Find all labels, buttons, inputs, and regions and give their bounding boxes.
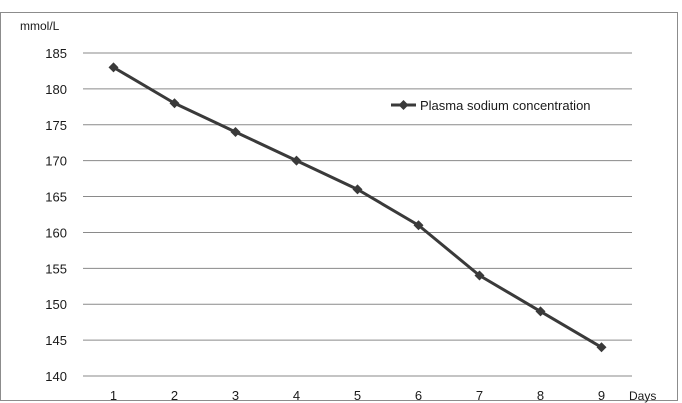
y-tick-label: 180 <box>45 82 67 97</box>
x-tick-label: 4 <box>293 388 300 403</box>
legend-diamond-marker <box>398 100 409 110</box>
y-tick-label: 155 <box>45 261 67 276</box>
data-point-day-6 <box>413 220 424 231</box>
y-tick-label: 140 <box>45 369 67 384</box>
data-point-day-1 <box>108 62 119 73</box>
data-point-day-2 <box>169 98 180 109</box>
y-axis-title: mmol/L <box>20 19 60 33</box>
data-point-day-8 <box>535 306 546 317</box>
data-point-day-7 <box>474 270 485 281</box>
y-tick-label: 160 <box>45 225 67 240</box>
data-point-day-5 <box>352 184 363 195</box>
x-tick-label: 9 <box>598 388 605 403</box>
y-tick-label: 150 <box>45 297 67 312</box>
gridlines <box>83 52 632 341</box>
series-plasma-sodium <box>108 62 607 353</box>
y-tick-label: 145 <box>45 333 67 348</box>
data-point-day-4 <box>291 155 302 166</box>
legend: Plasma sodium concentration <box>391 98 591 113</box>
x-tick-label: 1 <box>110 388 117 403</box>
x-tick-label: 8 <box>537 388 544 403</box>
x-tick-label: 5 <box>354 388 361 403</box>
y-tick-label: 175 <box>45 118 67 133</box>
y-tick-label: 170 <box>45 154 67 169</box>
y-tick-label: 185 <box>45 46 67 61</box>
x-tick-label: 2 <box>171 388 178 403</box>
x-tick-label: 3 <box>232 388 239 403</box>
x-tick-label: 6 <box>415 388 422 403</box>
data-point-day-9 <box>596 342 607 353</box>
x-tick-label: 7 <box>476 388 483 403</box>
data-point-day-3 <box>230 126 241 137</box>
y-axis-ticks: 140 145 150 155 160 165 170 175 180 185 <box>45 46 67 384</box>
x-axis-ticks: 1 2 3 4 5 6 7 8 9 <box>110 388 605 403</box>
chart-border <box>0 12 678 401</box>
y-tick-label: 165 <box>45 190 67 205</box>
x-axis-title: Days <box>629 389 656 403</box>
legend-label: Plasma sodium concentration <box>420 98 591 113</box>
